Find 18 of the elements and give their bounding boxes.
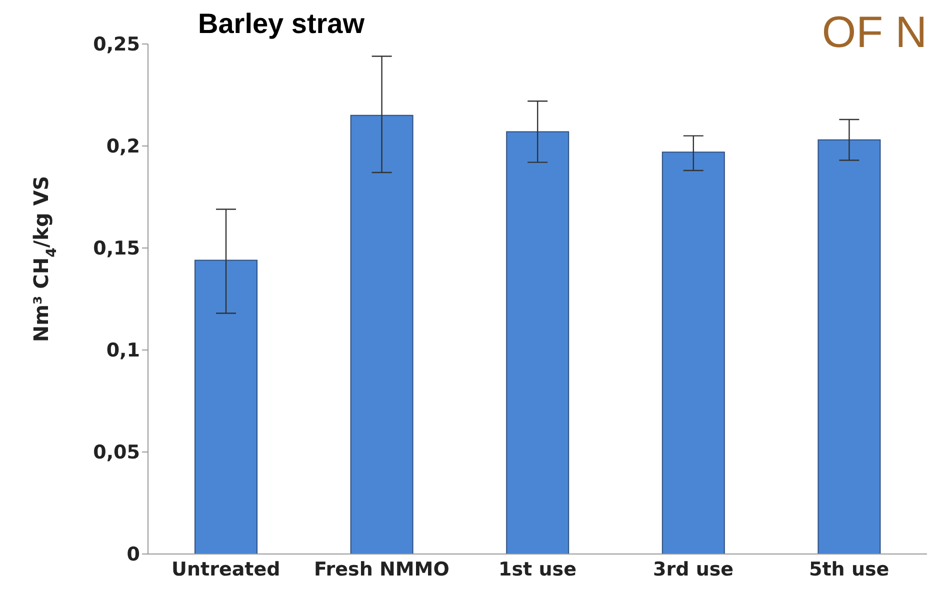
x-tick-label: 3rd use bbox=[653, 558, 734, 580]
bar bbox=[818, 139, 881, 554]
bar bbox=[194, 260, 258, 554]
y-tick-label: 0,25 bbox=[93, 34, 140, 56]
bar bbox=[506, 131, 570, 554]
annotation: OF N bbox=[822, 8, 927, 58]
x-tick-label: Untreated bbox=[172, 558, 280, 580]
bar bbox=[350, 114, 414, 554]
y-tick-label: 0,05 bbox=[93, 442, 140, 464]
bar bbox=[662, 152, 725, 554]
y-tick-label: 0 bbox=[126, 544, 140, 566]
x-tick-label: Fresh NMMO bbox=[314, 558, 450, 580]
y-tick-label: 0,15 bbox=[93, 238, 140, 260]
x-tick-label: 5th use bbox=[809, 558, 890, 580]
chart-title: Barley straw bbox=[198, 8, 365, 40]
y-tick-label: 0,1 bbox=[106, 340, 140, 362]
x-tick-label: 1st use bbox=[498, 558, 576, 580]
y-tick-label: 0,2 bbox=[106, 136, 140, 158]
